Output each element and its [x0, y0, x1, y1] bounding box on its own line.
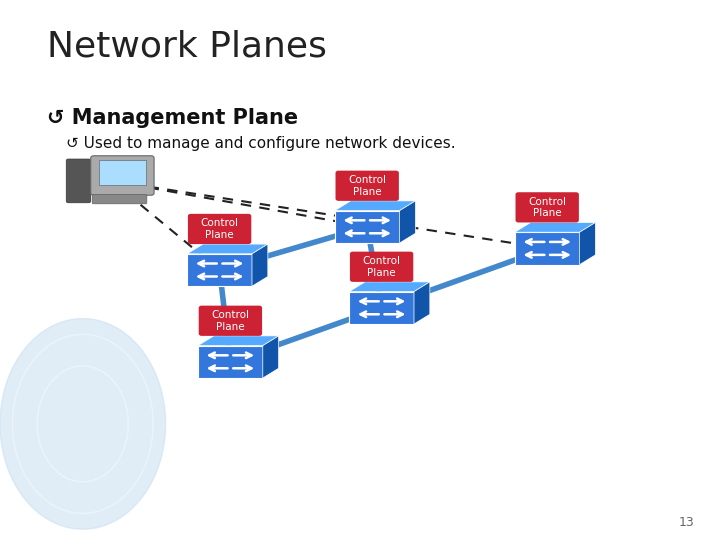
- Polygon shape: [580, 222, 595, 265]
- Polygon shape: [252, 244, 268, 286]
- Polygon shape: [335, 211, 400, 243]
- Polygon shape: [198, 336, 279, 346]
- Text: Network Planes: Network Planes: [47, 30, 327, 64]
- FancyBboxPatch shape: [188, 214, 251, 244]
- FancyBboxPatch shape: [199, 306, 262, 336]
- Polygon shape: [515, 232, 580, 265]
- Polygon shape: [0, 319, 166, 529]
- Polygon shape: [515, 222, 595, 232]
- Text: Control
Plane: Control Plane: [201, 218, 238, 240]
- FancyBboxPatch shape: [516, 192, 579, 222]
- Text: Control
Plane: Control Plane: [528, 197, 566, 218]
- Text: Control
Plane: Control Plane: [212, 310, 249, 332]
- FancyBboxPatch shape: [66, 159, 91, 202]
- Polygon shape: [187, 244, 268, 254]
- Polygon shape: [400, 201, 415, 243]
- Text: ↺ Used to manage and configure network devices.: ↺ Used to manage and configure network d…: [66, 136, 456, 151]
- FancyBboxPatch shape: [92, 194, 147, 204]
- Polygon shape: [349, 292, 414, 324]
- Polygon shape: [414, 282, 430, 324]
- FancyBboxPatch shape: [99, 160, 145, 185]
- Polygon shape: [349, 282, 430, 292]
- FancyBboxPatch shape: [350, 252, 413, 282]
- Text: ↺ Management Plane: ↺ Management Plane: [47, 108, 298, 128]
- FancyBboxPatch shape: [336, 171, 399, 201]
- Polygon shape: [198, 346, 263, 378]
- Polygon shape: [187, 254, 252, 286]
- Text: Control
Plane: Control Plane: [363, 256, 400, 278]
- Polygon shape: [335, 201, 415, 211]
- Polygon shape: [263, 336, 279, 378]
- FancyBboxPatch shape: [91, 156, 154, 195]
- Text: Control
Plane: Control Plane: [348, 175, 386, 197]
- Text: 13: 13: [679, 516, 695, 529]
